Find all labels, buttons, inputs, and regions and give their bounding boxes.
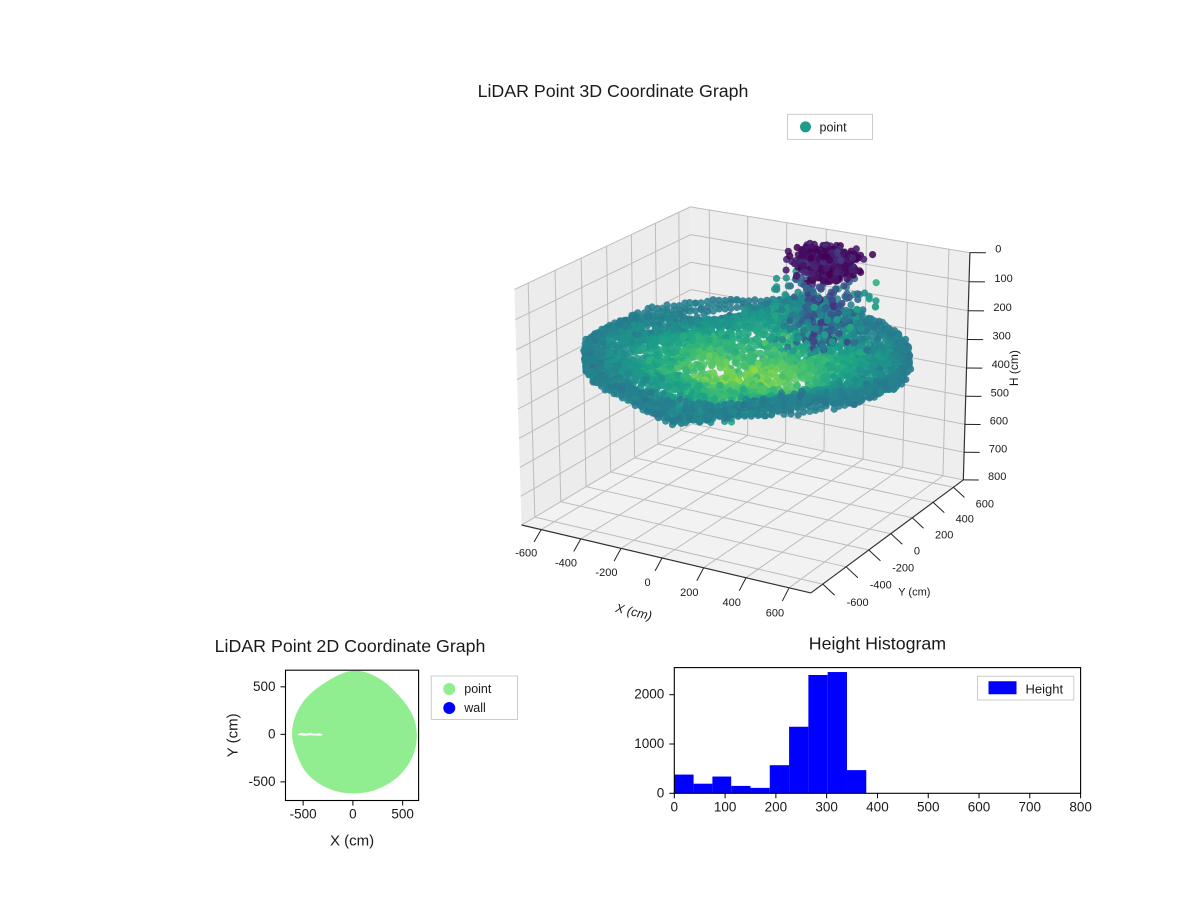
svg-text:200: 200	[935, 529, 953, 541]
svg-text:600: 600	[990, 415, 1008, 427]
svg-text:300: 300	[992, 331, 1010, 343]
svg-text:600: 600	[766, 608, 784, 620]
svg-text:-400: -400	[870, 579, 892, 591]
svg-text:0: 0	[995, 244, 1001, 256]
svg-text:100: 100	[994, 273, 1012, 285]
svg-text:800: 800	[988, 471, 1006, 483]
svg-text:-600: -600	[515, 548, 537, 560]
svg-text:500: 500	[991, 387, 1009, 399]
svg-text:400: 400	[723, 597, 741, 609]
svg-text:-400: -400	[555, 557, 577, 569]
svg-text:-600: -600	[847, 597, 869, 609]
svg-text:-200: -200	[892, 562, 914, 574]
svg-text:Y (cm): Y (cm)	[898, 586, 930, 598]
svg-text:400: 400	[956, 514, 974, 526]
svg-text:200: 200	[993, 302, 1011, 314]
svg-text:600: 600	[976, 498, 994, 510]
svg-text:700: 700	[989, 443, 1007, 455]
svg-text:H (cm): H (cm)	[1007, 350, 1021, 386]
svg-text:-200: -200	[595, 567, 617, 579]
svg-text:0: 0	[914, 546, 920, 558]
svg-text:0: 0	[644, 577, 650, 589]
svg-text:200: 200	[680, 587, 698, 599]
svg-text:X (cm): X (cm)	[613, 601, 653, 623]
